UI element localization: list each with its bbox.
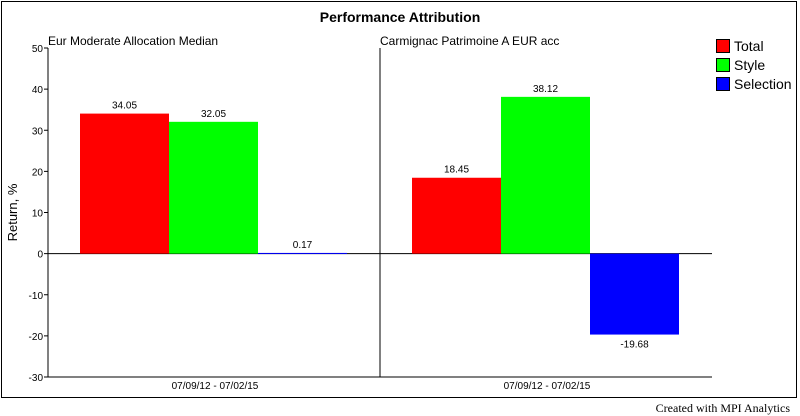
legend: Total Style Selection: [716, 36, 792, 93]
legend-swatch-total: [716, 38, 730, 53]
bar-style: [501, 96, 590, 254]
y-tick-label: 20: [32, 167, 44, 178]
data-label: 34.05: [112, 101, 137, 112]
legend-swatch-style: [716, 57, 730, 72]
y-tick-label: 0: [37, 250, 43, 261]
y-tick-label: 40: [32, 85, 44, 96]
legend-label-style: Style: [734, 56, 766, 73]
bar-selection: [258, 252, 347, 254]
legend-label-total: Total: [734, 37, 764, 54]
panel-title: Carmignac Patrimoine A EUR acc: [380, 34, 559, 48]
data-label: 32.05: [201, 109, 226, 120]
data-label: 18.45: [444, 165, 469, 176]
x-category-label: 07/09/12 - 07/02/15: [504, 381, 591, 392]
y-tick-label: 50: [32, 44, 44, 55]
legend-label-selection: Selection: [734, 75, 792, 92]
legend-swatch-selection: [716, 76, 730, 91]
chart-title: Performance Attribution: [319, 9, 481, 25]
y-tick-label: -20: [29, 332, 44, 343]
data-label: 38.12: [533, 84, 558, 95]
y-tick-label: -30: [29, 373, 44, 384]
bar-total: [80, 113, 169, 254]
data-label: 0.17: [293, 240, 313, 251]
chart-frame: [1, 1, 797, 398]
footer-credit: Created with MPI Analytics: [655, 401, 790, 415]
data-label: -19.68: [620, 340, 649, 351]
bar-selection: [590, 253, 679, 335]
panel-title: Eur Moderate Allocation Median: [48, 34, 218, 48]
y-axis-label: Return, %: [5, 183, 20, 241]
y-tick-label: -10: [29, 291, 44, 302]
legend-item-style: Style: [716, 55, 792, 74]
y-tick-label: 30: [32, 126, 44, 137]
y-tick-label: 10: [32, 209, 44, 220]
legend-item-selection: Selection: [716, 74, 792, 93]
x-category-label: 07/09/12 - 07/02/15: [172, 381, 259, 392]
bar-style: [169, 121, 258, 254]
legend-item-total: Total: [716, 36, 792, 55]
bar-total: [412, 177, 501, 254]
